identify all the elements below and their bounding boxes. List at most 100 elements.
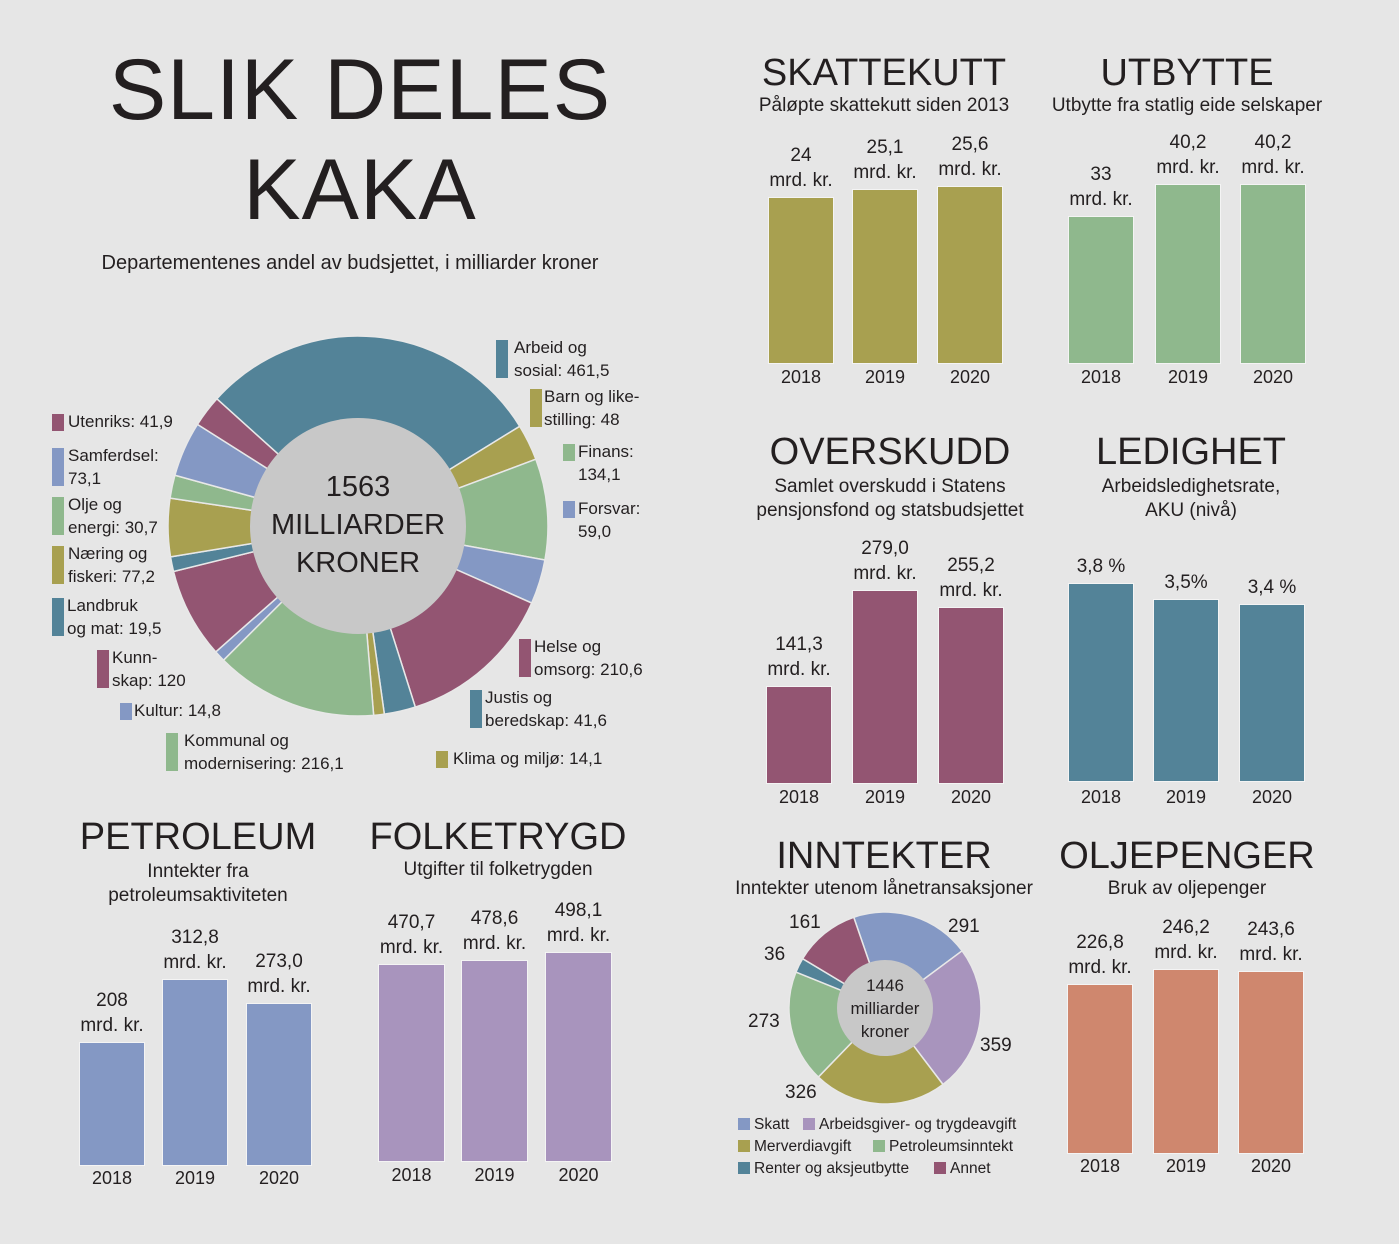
petroleum-bar-2020	[246, 1002, 312, 1166]
petroleum-value-line: 312,8	[171, 927, 219, 948]
overskudd-subtitle: Samlet overskudd i Statens pensjonsfond o…	[690, 475, 1090, 523]
budget-legend-swatch-3	[563, 501, 575, 518]
budget-legend-label-10: Landbruk og mat: 19,5	[67, 594, 162, 640]
petroleum-value-line: mrd. kr.	[80, 1014, 144, 1036]
budget-legend-line: fiskeri: 77,2	[68, 567, 155, 586]
folketrygd-subtitle: Utgifter til folketrygden	[298, 858, 698, 882]
budget-donut-center-label: 1563 MILLIARDER KRONER	[258, 468, 458, 582]
utbytte-year-2020: 2020	[1252, 367, 1294, 387]
inntekter-legend-swatch	[738, 1162, 750, 1174]
folketrygd-bar-2019	[461, 960, 528, 1162]
folketrygd-bar-2018	[378, 963, 445, 1162]
budget-legend-line: Næring og	[68, 544, 148, 563]
folketrygd-value-line: mrd. kr.	[379, 936, 444, 958]
inntekter-legend-swatch	[934, 1162, 946, 1174]
budget-legend-label-1: Barn og like-stilling: 48	[544, 385, 639, 431]
oljepenger-value-line: mrd. kr.	[1239, 943, 1303, 965]
skattekutt-bar-2018	[768, 197, 834, 364]
oljepenger-subtitle: Bruk av oljepenger	[987, 877, 1387, 901]
petroleum-bar-2019	[162, 979, 228, 1166]
petroleum-value-line: mrd. kr.	[163, 952, 227, 973]
oljepenger-value-label-2020: 243,6 mrd. kr.	[1211, 917, 1331, 967]
budget-legend-line: stilling: 48	[544, 410, 620, 429]
skattekutt-subtitle: Påløpte skattekutt siden 2013	[684, 94, 1084, 118]
title-line-1: SLIK DELES	[108, 42, 612, 138]
budget-legend-label-13: Samferdsel: 73,1	[68, 444, 159, 490]
inntekter-donut-center	[837, 960, 933, 1056]
overskudd-bar-2020	[938, 606, 1004, 784]
budget-legend-line: Barn og like-	[544, 387, 640, 406]
oljepenger-value-line: 226,8	[1076, 931, 1124, 953]
inntekter-subtitle-line: Inntekter utenom lånetransaksjoner	[735, 878, 1033, 899]
skattekutt-year-2019: 2019	[864, 367, 906, 387]
budget-donut-center-line: MILLIARDER	[270, 509, 446, 541]
ledighet-subtitle: Arbeidsledighetsrate, AKU (nivå)	[991, 475, 1391, 523]
inntekter-legend-item-2: Merverdiavgift	[738, 1137, 851, 1157]
petroleum-bar-2018	[79, 1041, 145, 1166]
ledighet-subtitle-line: Arbeidsledighetsrate,	[1101, 476, 1281, 497]
budget-legend-line: Utenriks: 41,9	[68, 412, 173, 431]
skattekutt-value-line: mrd. kr.	[853, 162, 917, 184]
oljepenger-bar-2019	[1153, 969, 1219, 1154]
budget-legend-line: Forsvar:	[578, 499, 641, 518]
skattekutt-value-label-2020: 25,6 mrd. kr.	[910, 132, 1030, 182]
skattekutt-value-label-2019: 25,1 mrd. kr.	[825, 135, 945, 185]
utbytte-value-label-2020: 40,2 mrd. kr.	[1213, 130, 1333, 180]
inntekter-legend-text: Renter og aksjeutbytte	[754, 1160, 910, 1177]
inntekter-legend-text: Annet	[950, 1160, 991, 1177]
ledighet-value-label-2018: 3,8 %	[1041, 554, 1161, 579]
budget-legend-line: 59,0	[578, 522, 612, 541]
budget-legend-swatch-13	[52, 448, 64, 486]
budget-legend-swatch-6	[436, 751, 448, 768]
oljepenger-subtitle-line: Bruk av oljepenger	[1107, 878, 1267, 899]
inntekter-legend-swatch	[803, 1118, 815, 1130]
skattekutt-title: SKATTEKUTT	[761, 52, 1007, 94]
inntekter-legend-swatch	[873, 1140, 885, 1152]
budget-legend-line: 73,1	[68, 469, 102, 488]
overskudd-bar-2018	[766, 685, 832, 784]
title-line-2: KAKA	[243, 142, 477, 238]
budget-legend-swatch-8	[120, 703, 132, 720]
budget-donut-center-line: 1563	[325, 471, 391, 503]
ledighet-value-label-2020: 3,4 %	[1212, 575, 1332, 600]
budget-legend-line: Helse og	[534, 637, 602, 656]
petroleum-year-2019: 2019	[174, 1168, 216, 1188]
ledighet-value-line: 3,5%	[1164, 571, 1208, 593]
utbytte-value-line: 40,2	[1254, 132, 1292, 153]
overskudd-value-line: mrd. kr.	[939, 579, 1003, 601]
oljepenger-bar-2018	[1067, 983, 1133, 1154]
skattekutt-bar-2020	[937, 186, 1003, 364]
petroleum-subtitle-line: petroleumsaktiviteten	[108, 885, 288, 906]
oljepenger-value-line: mrd. kr.	[1068, 956, 1132, 978]
inntekter-legend-text: Merverdiavgift	[754, 1138, 852, 1155]
skattekutt-value-line: 24	[790, 145, 812, 167]
utbytte-value-line: mrd. kr.	[1241, 157, 1305, 178]
inntekter-legend-swatch	[738, 1118, 750, 1130]
overskudd-value-line: 141,3	[775, 633, 823, 655]
overskudd-year-2020: 2020	[950, 787, 992, 807]
petroleum-subtitle: Inntekter fra petroleumsaktiviteten	[0, 860, 398, 908]
overskudd-bar-2019	[852, 590, 918, 784]
overskudd-year-2019: 2019	[864, 787, 906, 807]
inntekter-title: INNTEKTER	[776, 835, 992, 877]
folketrygd-value-line: mrd. kr.	[462, 933, 527, 955]
ledighet-year-2019: 2019	[1165, 787, 1207, 807]
budget-legend-line: Justis og	[485, 688, 553, 707]
budget-legend-line: Finans:	[578, 442, 634, 461]
budget-legend-line: Arbeid og	[514, 338, 587, 357]
ledighet-year-2018: 2018	[1080, 787, 1122, 807]
folketrygd-value-line: 470,7	[387, 911, 436, 933]
budget-legend-label-11: Næring og fiskeri: 77,2	[68, 542, 155, 588]
folketrygd-value-line: 478,6	[470, 908, 519, 930]
budget-legend-label-5: Justis og beredskap: 41,6	[485, 686, 607, 732]
skattekutt-subtitle-line: Påløpte skattekutt siden 2013	[758, 95, 1010, 116]
skattekutt-value-line: 25,1	[866, 137, 904, 159]
inntekter-legend-item-0: Skatt	[738, 1115, 789, 1135]
folketrygd-year-2019: 2019	[474, 1165, 515, 1185]
utbytte-year-2018: 2018	[1080, 367, 1122, 387]
oljepenger-year-2020: 2020	[1250, 1156, 1292, 1176]
ledighet-bar-2019	[1153, 598, 1219, 782]
inntekter-center-line: 1446	[866, 976, 904, 995]
page-subtitle: Departementenes andel av budsjettet, i m…	[101, 252, 599, 274]
